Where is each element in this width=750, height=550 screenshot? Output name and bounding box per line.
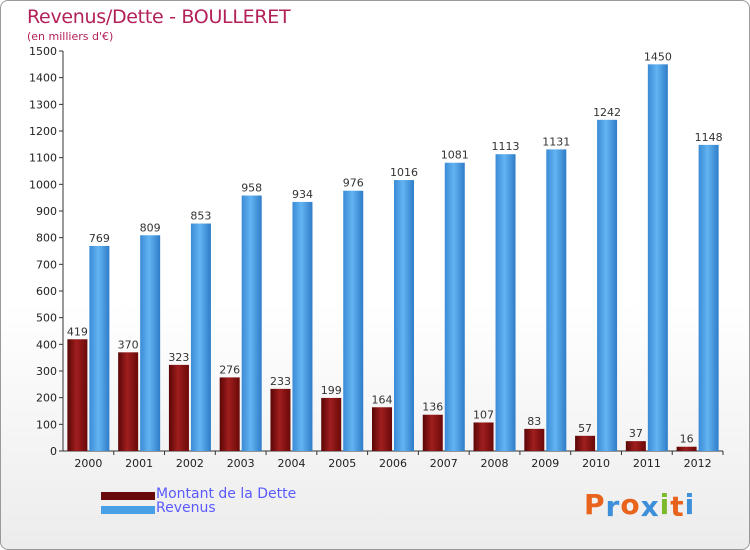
logo-letter: P xyxy=(584,488,606,521)
data-label-debt: 164 xyxy=(372,393,393,406)
data-label-debt: 136 xyxy=(422,401,443,414)
bar-revenue xyxy=(394,180,414,452)
x-tick-label: 2006 xyxy=(379,457,407,470)
data-label-revenue: 769 xyxy=(89,232,110,245)
bar-revenue xyxy=(292,201,313,451)
bar-revenue xyxy=(241,195,262,451)
bar-revenue xyxy=(343,190,364,451)
data-label-revenue: 1016 xyxy=(390,166,418,179)
y-tick-label: 100 xyxy=(36,418,57,431)
chart-subtitle: (en milliers d'€) xyxy=(27,30,114,43)
bar-debt xyxy=(524,428,545,451)
legend-swatch-debt xyxy=(101,492,155,500)
data-label-revenue: 1450 xyxy=(644,50,672,63)
bar-debt xyxy=(168,364,189,451)
bar-debt xyxy=(118,352,139,451)
data-label-debt: 57 xyxy=(578,422,592,435)
y-tick-label: 1500 xyxy=(29,45,57,58)
bar-debt xyxy=(422,414,443,451)
x-tick-label: 2003 xyxy=(227,457,255,470)
data-label-revenue: 1081 xyxy=(441,149,469,162)
x-tick-label: 2008 xyxy=(481,457,509,470)
legend-label-debt: Montant de la Dette xyxy=(156,486,297,502)
y-tick-label: 1400 xyxy=(29,72,57,85)
data-label-debt: 37 xyxy=(629,427,643,440)
data-labels: 419 769 370 809 323 853 276 958 233 934 199 976 164 1… xyxy=(67,50,723,445)
logo-letter: t xyxy=(670,490,685,523)
x-tick-label: 2009 xyxy=(531,457,559,470)
data-label-debt: 107 xyxy=(473,408,494,421)
data-label-revenue: 934 xyxy=(292,188,313,201)
bar-debt xyxy=(625,441,646,451)
x-tick-label: 2010 xyxy=(582,457,610,470)
y-tick-label: 1100 xyxy=(29,152,57,165)
data-label-debt: 16 xyxy=(680,433,694,446)
bar-debt xyxy=(67,339,88,451)
data-label-revenue: 1131 xyxy=(542,135,570,148)
bar-debt xyxy=(270,388,291,451)
logo-letter: i xyxy=(684,488,696,521)
y-tick-label: 1200 xyxy=(29,125,57,138)
bar-debt xyxy=(321,397,342,451)
y-tick-label: 200 xyxy=(36,392,57,405)
y-tick-label: 900 xyxy=(36,205,57,218)
x-tick-label: 2007 xyxy=(430,457,458,470)
data-label-debt: 276 xyxy=(219,363,240,376)
data-label-debt: 199 xyxy=(321,384,342,397)
bar-debt xyxy=(575,435,596,451)
bar-revenue xyxy=(647,64,668,452)
y-tick-label: 1000 xyxy=(29,178,57,191)
y-tick-label: 600 xyxy=(36,285,57,298)
data-label-debt: 370 xyxy=(118,338,139,351)
data-label-debt: 419 xyxy=(67,325,88,338)
data-label-revenue: 1113 xyxy=(492,140,520,153)
data-label-revenue: 1242 xyxy=(593,106,621,119)
bar-revenue xyxy=(89,245,110,451)
y-tick-label: 800 xyxy=(36,232,57,245)
chart-title: Revenus/Dette - BOULLERET xyxy=(27,6,291,28)
y-tick-label: 700 xyxy=(36,258,57,271)
bar-debt xyxy=(676,446,697,451)
x-tick-label: 2000 xyxy=(74,457,102,470)
y-tick-label: 500 xyxy=(36,312,57,325)
logo-letter: r xyxy=(605,490,621,523)
data-label-revenue: 976 xyxy=(343,177,364,190)
logo-letter: i xyxy=(659,488,671,521)
data-label-debt: 83 xyxy=(527,415,541,428)
bar-revenue xyxy=(495,154,516,451)
bars xyxy=(67,64,719,452)
y-tick-label: 300 xyxy=(36,365,57,378)
bar-revenue xyxy=(140,235,161,451)
logo-letter: x xyxy=(640,490,660,523)
data-label-revenue: 958 xyxy=(241,182,262,195)
data-label-revenue: 1148 xyxy=(695,131,723,144)
x-tick-label: 2002 xyxy=(176,457,204,470)
bar-debt xyxy=(219,377,240,451)
bar-debt xyxy=(473,422,494,451)
bar-revenue xyxy=(444,162,465,451)
data-label-revenue: 853 xyxy=(190,210,211,223)
bar-revenue xyxy=(546,149,567,451)
x-tick-label: 2012 xyxy=(684,457,712,470)
legend-swatch-revenue xyxy=(101,506,155,514)
data-label-debt: 323 xyxy=(168,351,189,364)
data-label-revenue: 809 xyxy=(140,221,161,234)
y-tick-label: 1300 xyxy=(29,98,57,111)
data-label-debt: 233 xyxy=(270,375,291,388)
bar-debt xyxy=(372,407,392,451)
legend-label-revenue: Revenus xyxy=(156,500,216,516)
bar-revenue xyxy=(597,119,618,452)
logo-letter: o xyxy=(620,488,641,521)
x-tick-label: 2011 xyxy=(633,457,661,470)
bar-revenue xyxy=(698,144,719,451)
y-tick-label: 0 xyxy=(50,445,57,458)
x-tick-label: 2001 xyxy=(125,457,153,470)
x-tick-label: 2005 xyxy=(328,457,356,470)
bar-revenue xyxy=(190,223,211,451)
x-tick-label: 2004 xyxy=(277,457,305,470)
y-tick-label: 400 xyxy=(36,338,57,351)
proxiti-logo: Proxiti xyxy=(584,488,696,523)
